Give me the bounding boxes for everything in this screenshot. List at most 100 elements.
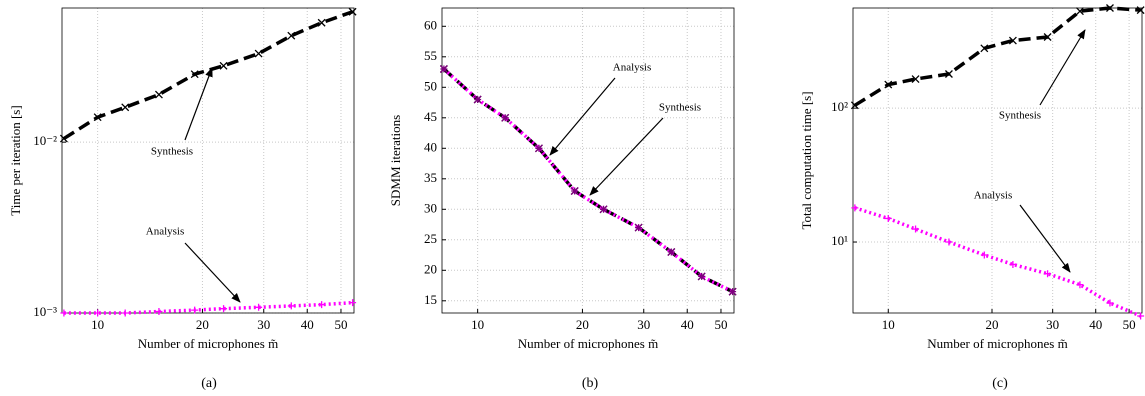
data-point (1076, 281, 1084, 289)
y-tick-label: 10¹ (831, 233, 848, 248)
caption: (b) (582, 376, 599, 391)
data-point (851, 204, 859, 212)
annotation-arrow (184, 242, 241, 303)
data-point (501, 113, 510, 122)
annotation: Analysis (613, 62, 652, 74)
x-tick-label: 30 (637, 317, 650, 332)
axes-box (61, 7, 355, 314)
data-point (287, 31, 296, 40)
x-tick-label: 40 (681, 317, 694, 332)
annotation-arrow (1039, 29, 1086, 106)
data-point (255, 303, 263, 311)
series-line (63, 300, 353, 315)
data-point (93, 113, 102, 122)
data-point (287, 302, 295, 310)
data-point (634, 223, 643, 232)
panel: 10 20 30 40 50 10⁻³ 10⁻² Synthesis Analysis Numbe… (8, 7, 357, 391)
axes-box (852, 7, 1143, 314)
series-line (442, 67, 734, 294)
annotation: Analysis (146, 226, 185, 238)
plot-area (853, 8, 1142, 313)
annotation: Synthesis (151, 146, 193, 158)
data-point (728, 287, 737, 296)
data-point (317, 18, 326, 27)
x-tick-label: 10 (882, 317, 895, 332)
data-point (980, 44, 989, 53)
data-point (911, 75, 920, 84)
y-tick-label: 60 (424, 17, 437, 32)
plot-area (442, 8, 734, 313)
annotation-arrow (589, 117, 664, 196)
y-tick-label: 30 (424, 200, 437, 215)
data-point (534, 144, 543, 153)
data-point (912, 225, 920, 233)
y-tick-label: 15 (424, 292, 437, 307)
x-tick-label: 20 (985, 317, 998, 332)
data-point (191, 306, 199, 314)
data-point (1075, 7, 1084, 16)
axes-box (441, 7, 735, 314)
x-tick-label: 50 (334, 317, 347, 332)
data-point (570, 187, 579, 195)
data-point (121, 309, 129, 317)
y-axis-label: Total computation time [s] (799, 91, 814, 229)
data-point (884, 214, 892, 222)
data-point (121, 103, 130, 112)
data-point (667, 248, 676, 256)
data-point (318, 301, 326, 309)
x-tick-label: 30 (257, 317, 270, 332)
y-tick-label: 40 (424, 139, 437, 154)
data-point (1106, 4, 1114, 12)
x-tick-label: 20 (576, 317, 589, 332)
y-axis-label: SDMM iterations (388, 115, 403, 206)
annotation-arrow (549, 77, 616, 156)
y-tick-label: 45 (424, 109, 437, 124)
data-point (1044, 270, 1052, 278)
x-tick-label: 10 (471, 317, 484, 332)
y-tick-label: 25 (424, 231, 437, 246)
data-point (439, 65, 448, 73)
x-tick-label: 50 (1123, 317, 1136, 332)
data-point (850, 101, 859, 110)
x-axis-label: Number of microphones m̃ (518, 336, 658, 351)
x-axis-label: Number of microphones m̃ (138, 336, 278, 351)
data-point (1008, 36, 1017, 45)
annotation-arrow (184, 67, 213, 141)
x-tick-label: 10 (91, 317, 104, 332)
data-point (60, 309, 68, 317)
data-point (155, 308, 163, 316)
y-tick-label: 10² (831, 99, 848, 114)
series-line (854, 206, 1142, 318)
annotation-arrow (1019, 204, 1071, 273)
data-point (59, 134, 68, 143)
caption: (c) (992, 376, 1008, 391)
caption: (a) (201, 376, 217, 391)
data-point (697, 272, 706, 281)
data-point (1106, 299, 1114, 307)
x-tick-label: 40 (301, 317, 314, 332)
annotation: Synthesis (999, 110, 1041, 122)
data-point (154, 90, 163, 99)
y-tick-label: 10⁻² (33, 133, 57, 148)
data-point (884, 80, 893, 89)
data-point (349, 299, 357, 307)
data-point (944, 70, 953, 78)
data-point (599, 205, 608, 214)
data-point (254, 49, 263, 58)
data-point (94, 309, 102, 317)
annotation: Synthesis (659, 102, 701, 114)
y-tick-label: 55 (424, 48, 437, 63)
annotation: Analysis (974, 190, 1013, 202)
data-point (1043, 33, 1052, 41)
x-axis-label: Number of microphones m̃ (927, 336, 1067, 351)
panel: 10 20 30 40 50 15 20 25 30 35 40 45 50 55 60 Analysis Sy… (388, 7, 737, 391)
x-tick-label: 50 (714, 317, 727, 332)
data-point (473, 95, 482, 104)
data-point (980, 251, 988, 259)
data-point (348, 7, 357, 16)
panel: 10 20 30 40 50 10¹ 10² Synthesis Analysis Number … (799, 4, 1145, 391)
plot-area (62, 8, 354, 313)
x-tick-label: 20 (196, 317, 209, 332)
y-tick-label: 10⁻³ (33, 304, 57, 319)
